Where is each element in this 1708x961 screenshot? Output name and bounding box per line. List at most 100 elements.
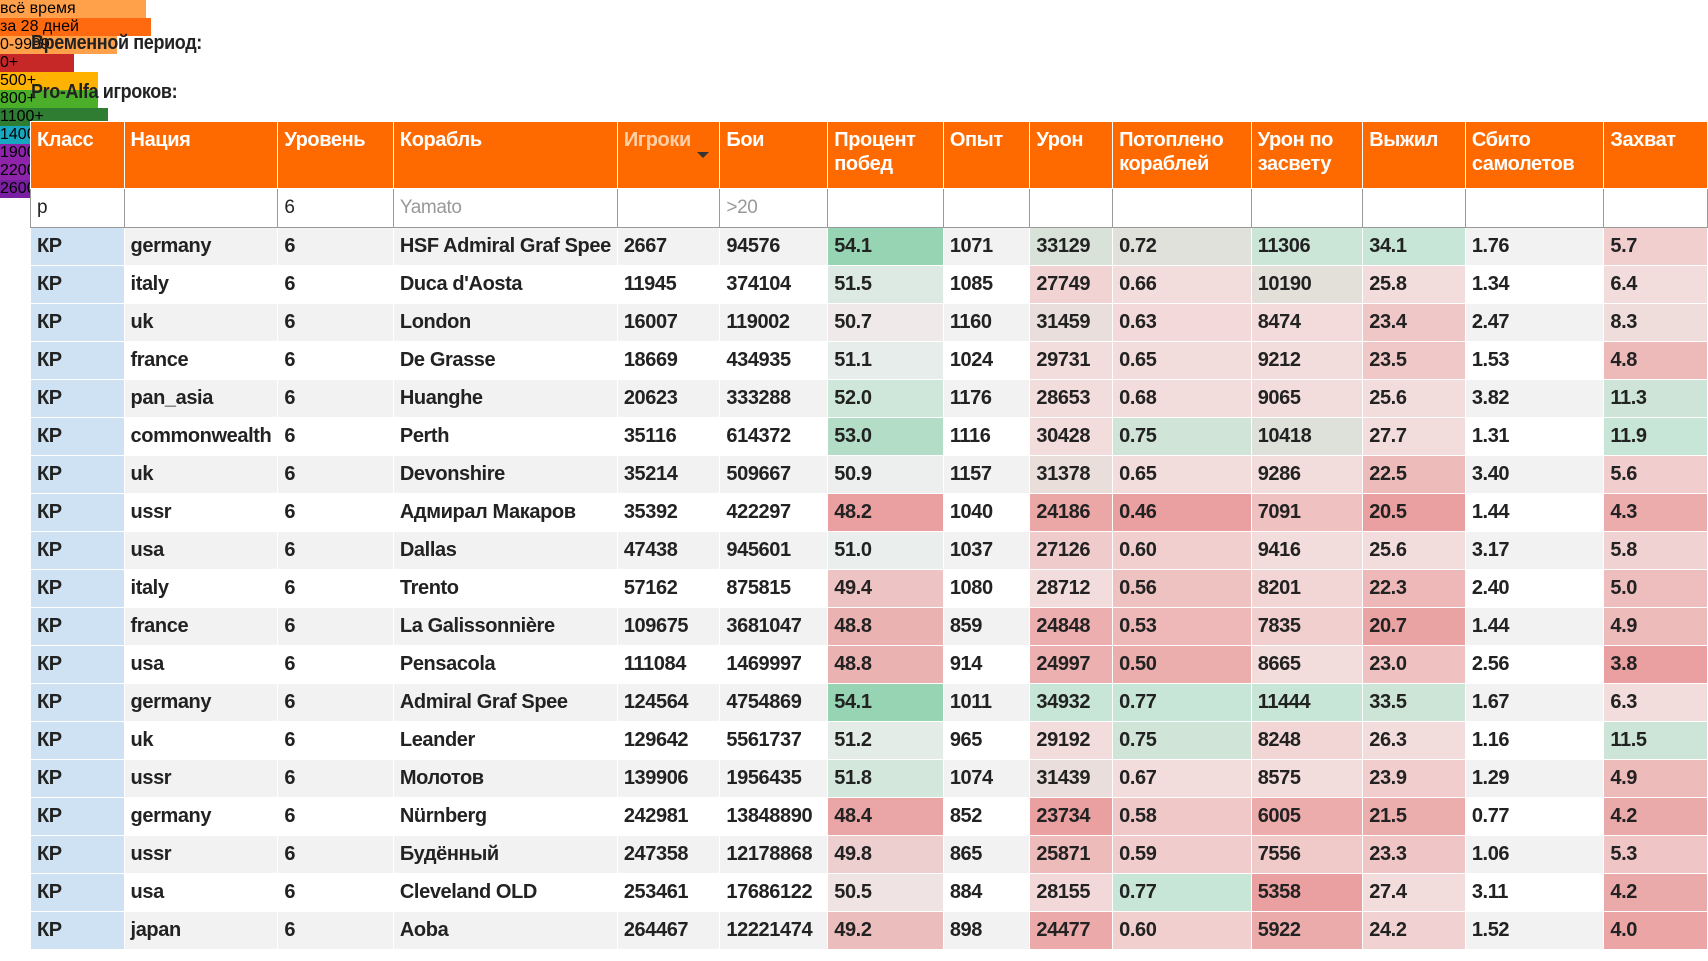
table-cell: 2.47 <box>1464 303 1605 342</box>
table-cell: Leander <box>392 721 618 760</box>
table-cell: 0.77 <box>1112 683 1252 722</box>
table-cell: commonwealth <box>123 417 279 456</box>
filter-input[interactable] <box>123 188 279 228</box>
table-cell: 34932 <box>1029 683 1114 722</box>
table-cell: 875815 <box>719 569 829 608</box>
table-cell: 21.5 <box>1362 797 1466 836</box>
table-cell: 1.44 <box>1464 607 1605 646</box>
column-header[interactable]: Игроки <box>616 121 721 189</box>
table-cell: france <box>123 607 279 646</box>
table-cell: 8665 <box>1250 645 1364 684</box>
period-button[interactable]: всё время <box>0 0 146 18</box>
table-cell: 11.9 <box>1603 417 1708 456</box>
table-cell: 23.4 <box>1362 303 1466 342</box>
filter-input[interactable]: Yamato <box>392 188 618 228</box>
filter-input[interactable] <box>942 188 1031 228</box>
table-cell: 16007 <box>616 303 721 342</box>
table-cell: Aoba <box>392 911 618 950</box>
table-cell: 24997 <box>1029 645 1114 684</box>
column-header[interactable]: Класс <box>30 121 125 189</box>
table-cell: uk <box>123 455 279 494</box>
table-cell: КР <box>30 227 125 266</box>
column-header[interactable]: Процент побед <box>827 121 944 189</box>
table-cell: 9065 <box>1250 379 1364 418</box>
table-cell: 0.67 <box>1112 759 1252 798</box>
table-cell: КР <box>30 607 125 646</box>
table-cell: 0.56 <box>1112 569 1252 608</box>
table-cell: 1.53 <box>1464 341 1605 380</box>
table-cell: 8201 <box>1250 569 1364 608</box>
table-cell: 1011 <box>942 683 1031 722</box>
table-cell: Trento <box>392 569 618 608</box>
filter-input[interactable] <box>1112 188 1252 228</box>
table-cell: 6 <box>277 797 394 836</box>
filter-input[interactable] <box>1603 188 1708 228</box>
column-header[interactable]: Нация <box>123 121 279 189</box>
filter-input[interactable] <box>827 188 944 228</box>
period-button[interactable]: за 28 дней <box>0 18 151 36</box>
table-cell: 30428 <box>1029 417 1114 456</box>
table-cell: 1160 <box>942 303 1031 342</box>
filter-input[interactable] <box>1362 188 1466 228</box>
filter-input[interactable]: 6 <box>277 188 394 228</box>
table-cell: 2.40 <box>1464 569 1605 608</box>
column-header[interactable]: Бои <box>719 121 829 189</box>
table-row: КР italy 6 Trento 57162 875815 49.4 1080 28712 0.… <box>30 569 1708 608</box>
players-label: Pro-Alfa игроков: <box>31 81 178 103</box>
players-button[interactable]: 800+ <box>0 90 98 108</box>
table-cell: 2667 <box>616 227 721 266</box>
table-cell: usa <box>123 531 279 570</box>
players-button[interactable]: 500+ <box>0 72 98 90</box>
column-header[interactable]: Потоплено кораблей <box>1112 121 1252 189</box>
column-header[interactable]: Сбито самолетов <box>1464 121 1605 189</box>
table-cell: uk <box>123 721 279 760</box>
column-header[interactable]: Урон <box>1029 121 1114 189</box>
column-header[interactable]: Захват <box>1603 121 1708 189</box>
table-cell: 1085 <box>942 265 1031 304</box>
table-cell: 1.76 <box>1464 227 1605 266</box>
filter-input[interactable]: p <box>30 188 125 228</box>
players-button[interactable]: 0-9999 <box>0 36 117 54</box>
table-row: КР uk 6 Devonshire 35214 509667 50.9 1157 31378 0… <box>30 455 1708 494</box>
filter-input[interactable] <box>1250 188 1364 228</box>
table-cell: 124564 <box>616 683 721 722</box>
filter-input[interactable]: >20 <box>719 188 829 228</box>
table-cell: 49.8 <box>827 835 944 874</box>
table-cell: 23.3 <box>1362 835 1466 874</box>
table-cell: 6.3 <box>1603 683 1708 722</box>
table-cell: 4.3 <box>1603 493 1708 532</box>
table-cell: 35116 <box>616 417 721 456</box>
column-header[interactable]: Корабль <box>392 121 618 189</box>
column-header[interactable]: Уровень <box>277 121 394 189</box>
table-cell: 20.5 <box>1362 493 1466 532</box>
table-cell: 1024 <box>942 341 1031 380</box>
table-cell: 374104 <box>719 265 829 304</box>
table-cell: 51.5 <box>827 265 944 304</box>
table-cell: 2.56 <box>1464 645 1605 684</box>
table-cell: 6 <box>277 531 394 570</box>
table-row: КР germany 6 Nürnberg 242981 13848890 48.4 852 2… <box>30 797 1708 836</box>
table-cell: КР <box>30 493 125 532</box>
filter-input[interactable] <box>1464 188 1605 228</box>
table-cell: 253461 <box>616 873 721 912</box>
table-cell: КР <box>30 265 125 304</box>
column-header[interactable]: Урон по засвету <box>1250 121 1364 189</box>
table-cell: germany <box>123 683 279 722</box>
column-header[interactable]: Выжил <box>1362 121 1466 189</box>
table-cell: usa <box>123 873 279 912</box>
table-cell: 6 <box>277 607 394 646</box>
table-cell: 20623 <box>616 379 721 418</box>
table-cell: 422297 <box>719 493 829 532</box>
table-cell: 1.44 <box>1464 493 1605 532</box>
filter-input[interactable] <box>616 188 721 228</box>
table-cell: 20.7 <box>1362 607 1466 646</box>
players-button[interactable]: 0+ <box>0 54 74 72</box>
column-header[interactable]: Опыт <box>942 121 1031 189</box>
table-cell: 50.7 <box>827 303 944 342</box>
table-cell: 27.7 <box>1362 417 1466 456</box>
table-cell: 1071 <box>942 227 1031 266</box>
table-cell: 0.59 <box>1112 835 1252 874</box>
table-cell: 31439 <box>1029 759 1114 798</box>
filter-input[interactable] <box>1029 188 1114 228</box>
table-cell: 9416 <box>1250 531 1364 570</box>
